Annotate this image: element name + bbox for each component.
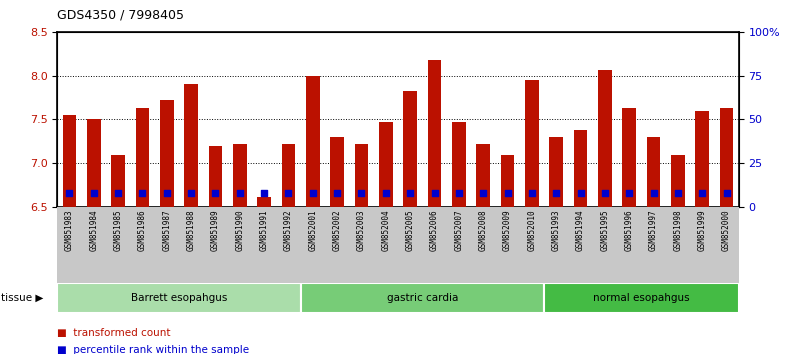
Point (550, 190, 563, 196)
Text: GSM852001: GSM852001 (308, 209, 318, 251)
Bar (404, 91, 417, 207)
Bar (525, 80, 539, 207)
Bar (57, 283, 301, 313)
Text: tissue ▶: tissue ▶ (1, 293, 43, 303)
Text: GSM851992: GSM851992 (284, 209, 293, 251)
Point (696, 190, 708, 196)
Bar (647, 137, 660, 207)
Point (404, 190, 416, 196)
Point (161, 190, 174, 196)
Bar (160, 100, 174, 207)
Bar (306, 76, 319, 207)
Text: GSM851993: GSM851993 (552, 209, 560, 251)
Bar (87, 120, 100, 207)
Text: ■  transformed count: ■ transformed count (57, 328, 171, 338)
Text: GSM851999: GSM851999 (697, 209, 707, 251)
Point (622, 190, 635, 196)
Text: GSM852002: GSM852002 (333, 209, 341, 251)
Text: GSM851984: GSM851984 (89, 209, 99, 251)
Text: GSM851995: GSM851995 (600, 209, 610, 251)
Bar (574, 130, 587, 207)
Bar (330, 137, 344, 207)
Point (452, 190, 465, 196)
Bar (301, 283, 544, 313)
Point (88, 190, 100, 196)
Text: ■  percentile rank within the sample: ■ percentile rank within the sample (57, 346, 249, 354)
Point (525, 190, 538, 196)
Bar (622, 108, 636, 207)
Bar (549, 137, 563, 207)
Text: GSM852007: GSM852007 (455, 209, 463, 251)
Point (477, 190, 490, 196)
Text: GSM851987: GSM851987 (162, 209, 171, 251)
Point (63, 190, 76, 196)
Bar (696, 111, 709, 207)
Bar (355, 144, 369, 207)
Bar (501, 155, 514, 207)
Bar (452, 122, 466, 207)
Text: GSM851998: GSM851998 (673, 209, 682, 251)
Point (380, 190, 392, 196)
Bar (257, 196, 271, 207)
Point (647, 190, 660, 196)
Bar (671, 155, 685, 207)
Point (306, 190, 319, 196)
Text: GDS4350 / 7998405: GDS4350 / 7998405 (57, 9, 185, 22)
Point (599, 190, 611, 196)
Point (233, 190, 246, 196)
Text: GSM851991: GSM851991 (259, 209, 269, 251)
Point (355, 190, 368, 196)
Text: GSM852003: GSM852003 (357, 209, 366, 251)
Bar (598, 70, 611, 207)
Bar (233, 144, 247, 207)
Text: GSM852005: GSM852005 (406, 209, 415, 251)
Bar (427, 60, 441, 207)
Text: GSM851988: GSM851988 (186, 209, 196, 251)
Bar (63, 115, 76, 207)
Bar (209, 146, 222, 207)
Text: GSM851986: GSM851986 (138, 209, 147, 251)
Text: GSM852000: GSM852000 (722, 209, 731, 251)
Text: GSM852006: GSM852006 (430, 209, 439, 251)
Bar (282, 144, 295, 207)
Point (720, 190, 733, 196)
Point (185, 190, 197, 196)
Text: GSM851983: GSM851983 (65, 209, 74, 251)
Bar (720, 108, 733, 207)
Text: GSM851990: GSM851990 (236, 209, 244, 251)
Text: GSM852009: GSM852009 (503, 209, 512, 251)
Point (282, 190, 295, 196)
Text: GSM851989: GSM851989 (211, 209, 220, 251)
Bar (544, 283, 739, 313)
Text: gastric cardia: gastric cardia (387, 293, 458, 303)
Text: normal esopahgus: normal esopahgus (593, 293, 689, 303)
Point (209, 190, 222, 196)
Text: GSM851994: GSM851994 (576, 209, 585, 251)
Text: GSM852004: GSM852004 (381, 209, 390, 251)
Bar (111, 155, 125, 207)
Point (672, 190, 685, 196)
Text: Barrett esopahgus: Barrett esopahgus (131, 293, 227, 303)
Point (331, 190, 344, 196)
Bar (185, 84, 198, 207)
Point (574, 190, 587, 195)
Point (258, 190, 271, 195)
Text: GSM852010: GSM852010 (527, 209, 537, 251)
Bar (136, 108, 149, 207)
Text: GSM852008: GSM852008 (478, 209, 488, 251)
Point (136, 190, 149, 196)
Point (111, 190, 124, 196)
Point (428, 190, 441, 195)
Text: GSM851997: GSM851997 (649, 209, 658, 251)
Point (501, 190, 514, 196)
Text: GSM851985: GSM851985 (114, 209, 123, 251)
Bar (379, 122, 392, 207)
Bar (477, 144, 490, 207)
Text: GSM851996: GSM851996 (625, 209, 634, 251)
